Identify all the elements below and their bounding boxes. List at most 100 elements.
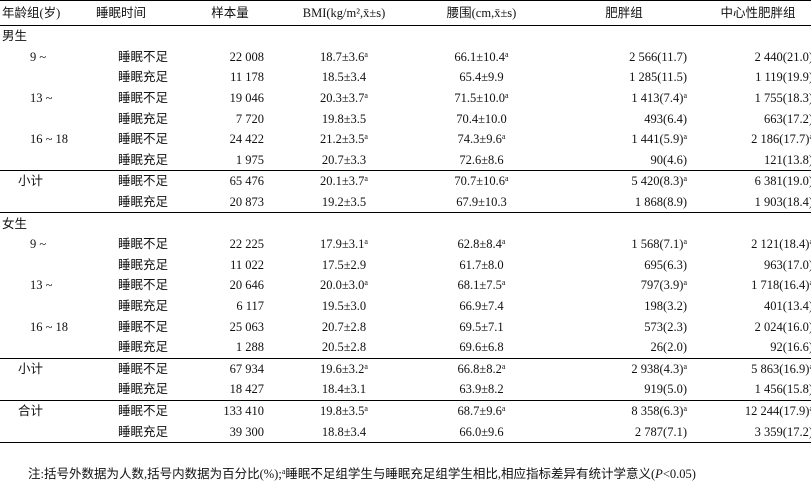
bmi-value: 19.6±3.2 — [320, 361, 365, 376]
table-row: 睡眠充足 39 300 18.8±3.4 66.0±9.6 2 787(7.1)… — [0, 421, 811, 443]
bmi-value: 20.0±3.0 — [320, 278, 365, 293]
age-group-cell: 9 ~ — [30, 49, 47, 64]
sleep-cell: 睡眠充足 — [118, 111, 169, 126]
central-sig-mark: a — [809, 132, 811, 141]
sample-size-cell: 11 022 — [230, 257, 264, 272]
waist-cell: 63.9±8.2 — [414, 379, 549, 400]
bmi-value: 21.2±3.5 — [320, 132, 365, 147]
obese-sig-mark: a — [683, 132, 687, 142]
obese-cell: 573(2.3) — [549, 316, 699, 337]
obese-cell: 1 413(7.4)a — [549, 88, 699, 109]
bmi-value: 20.3±3.7 — [320, 91, 365, 106]
table-row: 睡眠充足 20 873 19.2±3.5 67.9±10.3 1 868(8.9… — [0, 192, 811, 213]
obese-cell: 8 358(6.3)a — [549, 399, 699, 422]
waist-cell: 70.4±10.0 — [414, 108, 549, 129]
central-obese-cell: 663(17.2) — [699, 108, 811, 129]
central-obese-cell: 401(13.4) — [699, 296, 811, 317]
central-obese-value: 2 186(17.7) — [751, 132, 810, 147]
bmi-value: 20.1±3.7 — [320, 174, 365, 189]
waist-value: 68.7±9.6 — [457, 403, 502, 418]
table-row: 睡眠充足 11 178 18.5±3.4 65.4±9.9 1 285(11.5… — [0, 67, 811, 88]
waist-sig-mark: a — [505, 91, 509, 101]
obese-cell: 5 420(8.3)a — [549, 170, 699, 192]
table-body: 男生 9 ~ 睡眠不足 22 008 18.7±3.6a 66.1±10.4a … — [0, 26, 811, 443]
table-row: 睡眠充足 1 975 20.7±3.3 72.6±8.6 90(4.6) 121… — [0, 150, 811, 171]
central-obese-cell: 1 119(19.9) — [699, 67, 811, 88]
waist-sig-mark: a — [501, 132, 506, 142]
age-group-cell: 小计 — [0, 170, 92, 192]
obese-sig-mark: a — [683, 174, 687, 184]
obese-cell: 26(2.0) — [549, 337, 699, 358]
bmi-value: 17.5±2.9 — [321, 257, 367, 272]
waist-cell: 66.8±8.2a — [414, 357, 549, 380]
central-obese-cell: 1 456(15.8) — [699, 379, 811, 400]
central-obese-value: 1 903(18.4) — [754, 195, 811, 210]
waist-cell: 72.6±8.6 — [414, 150, 549, 171]
central-obese-value: 3 359(17.2) — [754, 424, 811, 439]
age-group-cell — [0, 421, 92, 443]
obese-value: 2 938(4.3) — [631, 361, 684, 376]
central-obese-cell: 12 244(17.9)a — [699, 399, 811, 422]
sample-size-cell: 22 225 — [229, 237, 264, 252]
sleep-cell: 睡眠不足 — [92, 170, 186, 192]
header-row: 年龄组(岁) 睡眠时间 样本量 BMI(kg/m²,x̄±s) 腰围(cm,x̄… — [0, 0, 811, 26]
waist-value: 61.7±8.0 — [459, 257, 504, 272]
obese-value: 198(3.2) — [644, 299, 687, 314]
central-obese-value: 92(16.6) — [770, 340, 811, 355]
bmi-sig-mark: a — [364, 278, 368, 288]
obese-cell: 198(3.2) — [549, 296, 699, 317]
bmi-value: 19.2±3.5 — [321, 195, 367, 210]
obese-cell: 919(5.0) — [549, 379, 699, 400]
central-sig-mark: a — [809, 237, 811, 246]
central-obese-value: 6 381(19.0) — [754, 174, 811, 189]
obese-cell: 90(4.6) — [549, 150, 699, 171]
sleep-cell: 睡眠充足 — [118, 70, 169, 85]
obese-sig-mark: a — [683, 237, 687, 247]
waist-value: 66.1±10.4 — [454, 49, 506, 64]
header-bmi: BMI(kg/m²,x̄±s) — [274, 0, 414, 26]
central-obese-cell: 2 440(21.0) — [699, 47, 811, 68]
waist-value: 67.9±10.3 — [456, 195, 507, 210]
footnote-text-2: 睡眠不足组学生与睡眠充足组学生相比,相应指标差异有统计学意义( — [285, 467, 656, 481]
waist-value: 71.5±10.0 — [454, 91, 506, 106]
bmi-sig-mark: a — [364, 403, 368, 413]
central-obese-cell: 6 381(19.0) — [699, 170, 811, 192]
central-obese-cell: 2 121(18.4)a — [699, 234, 811, 255]
sample-size-cell: 1 288 — [235, 340, 264, 355]
table-row: 13 ~ 睡眠不足 20 646 20.0±3.0a 68.1±7.5a 797… — [0, 275, 811, 296]
sample-size-cell: 24 422 — [229, 132, 264, 147]
waist-value: 65.4±9.9 — [459, 70, 504, 85]
bmi-cell: 18.7±3.6a — [274, 47, 414, 68]
bmi-cell: 17.5±2.9 — [274, 255, 414, 276]
bmi-value: 19.5±3.0 — [321, 299, 367, 314]
sample-size-cell: 6 117 — [236, 299, 264, 314]
age-group-cell: 13 ~ — [30, 91, 53, 106]
obese-cell: 1 441(5.9)a — [549, 129, 699, 150]
obese-cell: 1 285(11.5) — [549, 67, 699, 88]
obese-value: 5 420(8.3) — [631, 174, 684, 189]
bmi-sig-mark: a — [364, 174, 368, 184]
central-obese-value: 1 119(19.9) — [755, 70, 811, 85]
bmi-cell: 18.5±3.4 — [274, 67, 414, 88]
bmi-sig-mark: a — [364, 361, 368, 371]
bmi-cell: 20.7±2.8 — [274, 316, 414, 337]
obese-value: 493(6.4) — [644, 111, 687, 126]
waist-sig-mark: a — [505, 174, 509, 184]
obese-sig-mark: a — [683, 278, 687, 288]
central-obese-value: 2 440(21.0) — [754, 49, 811, 64]
waist-cell: 67.9±10.3 — [414, 192, 549, 213]
age-group-cell — [0, 337, 92, 358]
central-obese-value: 1 755(18.3) — [754, 91, 811, 106]
obese-sig-mark: a — [683, 91, 687, 101]
table-footnote: 注:括号外数据为人数,括号内数据为百分比(%);a睡眠不足组学生与睡眠充足组学生… — [28, 463, 696, 482]
table-row: 9 ~ 睡眠不足 22 225 17.9±3.1a 62.8±8.4a 1 56… — [0, 234, 811, 255]
obese-cell: 2 566(11.7) — [549, 47, 699, 68]
sleep-cell: 睡眠不足 — [118, 278, 169, 293]
waist-value: 68.1±7.5 — [457, 278, 502, 293]
central-obese-cell: 2 186(17.7)a — [699, 129, 811, 150]
waist-cell: 66.1±10.4a — [414, 47, 549, 68]
waist-cell: 66.9±7.4 — [414, 296, 549, 317]
waist-value: 70.4±10.0 — [456, 111, 507, 126]
obese-value: 2 566(11.7) — [629, 49, 687, 64]
waist-cell: 66.0±9.6 — [414, 421, 549, 443]
